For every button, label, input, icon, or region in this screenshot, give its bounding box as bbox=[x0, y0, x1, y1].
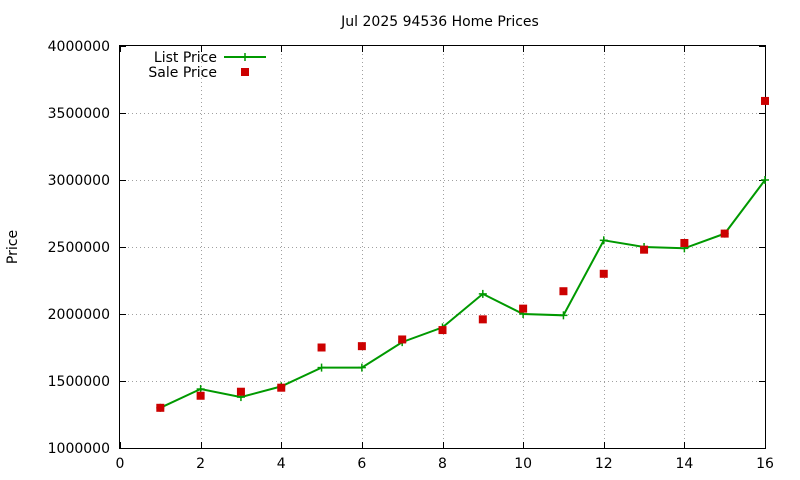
legend-label: List Price bbox=[154, 50, 217, 66]
x-tick-label: 8 bbox=[438, 456, 447, 472]
x-tick-label: 6 bbox=[357, 456, 366, 472]
y-tick-label: 4000000 bbox=[48, 39, 110, 55]
sale-price-point bbox=[236, 387, 245, 396]
legend-label: Sale Price bbox=[148, 65, 217, 81]
y-tick-label: 1000000 bbox=[48, 441, 110, 457]
y-tick-label: 3000000 bbox=[48, 173, 110, 189]
list-price-point bbox=[761, 176, 769, 184]
sale-price-point bbox=[478, 315, 487, 324]
list-price-line bbox=[159, 179, 766, 409]
y-axis-label: Price bbox=[5, 230, 21, 264]
axis-ticks: 0 2 4 6 8 10 12 14 16 1000000 1500000 2000000 250000… bbox=[48, 39, 774, 472]
sale-price-point bbox=[599, 269, 608, 278]
sale-price-point bbox=[196, 391, 205, 400]
list-price-point bbox=[599, 236, 608, 245]
list-price-point bbox=[559, 311, 568, 320]
sale-price-point bbox=[398, 335, 407, 344]
x-tick-label: 12 bbox=[595, 456, 613, 472]
x-tick-label: 4 bbox=[277, 456, 286, 472]
series-layer bbox=[156, 96, 769, 412]
chart-title: Jul 2025 94536 Home Prices bbox=[340, 14, 539, 30]
y-tick-label: 2500000 bbox=[48, 240, 110, 256]
sale-price-point bbox=[277, 383, 286, 392]
x-tick-label: 16 bbox=[756, 456, 774, 472]
sale-price-point bbox=[317, 343, 326, 352]
list-price-point bbox=[196, 385, 205, 394]
y-tick-label: 3500000 bbox=[48, 106, 110, 122]
sale-price-point bbox=[640, 245, 649, 254]
list-price-point bbox=[357, 363, 366, 372]
x-tick-label: 14 bbox=[675, 456, 693, 472]
plot-area-frame bbox=[119, 45, 766, 449]
y-tick-label: 1500000 bbox=[48, 374, 110, 390]
sale-price-point bbox=[680, 238, 689, 247]
x-tick-label: 0 bbox=[116, 456, 125, 472]
legend-square-marker bbox=[241, 68, 249, 76]
sale-price-point bbox=[519, 304, 528, 313]
x-tick-label: 2 bbox=[196, 456, 205, 472]
sale-price-point bbox=[357, 342, 366, 351]
list-price-point bbox=[478, 289, 487, 298]
x-tick-label: 10 bbox=[514, 456, 532, 472]
sale-price-point bbox=[156, 403, 165, 412]
y-tick-label: 2000000 bbox=[48, 307, 110, 323]
sale-price-point bbox=[559, 287, 568, 296]
legend-plus-marker bbox=[241, 53, 249, 61]
sale-price-point bbox=[438, 326, 447, 335]
sale-price-point bbox=[720, 229, 729, 238]
sale-price-point bbox=[761, 96, 769, 105]
list-price-point bbox=[317, 363, 326, 372]
